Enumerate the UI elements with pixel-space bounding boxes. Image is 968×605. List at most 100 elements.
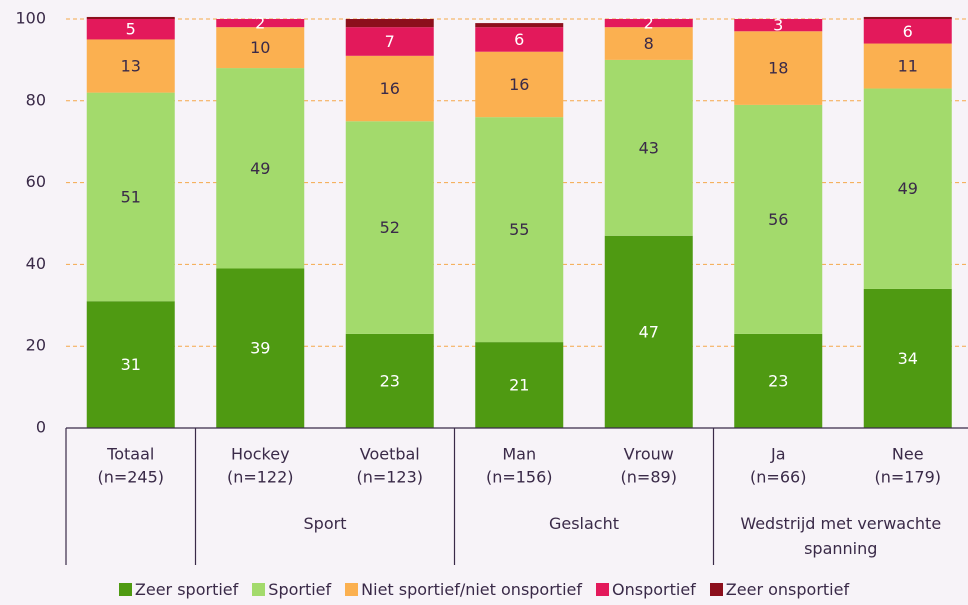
- bar-segment: [863, 43, 952, 89]
- x-tick-count: (n=245): [97, 468, 164, 487]
- bar-segment: [475, 27, 564, 52]
- x-tick-count: (n=123): [356, 468, 423, 487]
- bar-segment: [604, 27, 693, 60]
- data-label: 31: [121, 355, 141, 374]
- data-label: 43: [639, 138, 659, 157]
- data-label: 6: [903, 22, 913, 41]
- bar-segment: [345, 27, 434, 56]
- data-label: 52: [380, 218, 400, 237]
- legend-item: Sportief: [252, 580, 331, 599]
- x-tick-label: Hockey: [231, 445, 290, 464]
- data-label: 2: [644, 14, 654, 33]
- data-label: 5: [126, 20, 136, 39]
- x-tick-count: (n=122): [227, 468, 294, 487]
- data-label: 23: [768, 371, 788, 390]
- data-label: 51: [121, 187, 141, 206]
- data-label: 56: [768, 210, 788, 229]
- bar-segment: [86, 301, 175, 428]
- y-tick-label: 40: [26, 254, 46, 273]
- bar-segment: [345, 55, 434, 122]
- data-label: 49: [250, 159, 270, 178]
- data-label: 18: [768, 59, 788, 78]
- bar-segment: [863, 288, 952, 428]
- y-tick-label: 80: [26, 90, 46, 109]
- y-tick-label: 60: [26, 172, 46, 191]
- legend-label: Onsportief: [612, 580, 696, 599]
- legend-swatch: [118, 583, 132, 596]
- bar-segment: [216, 27, 305, 69]
- legend: Zeer sportief Sportief Niet sportief/niet …: [0, 580, 968, 599]
- bar-segment: [475, 117, 564, 343]
- x-tick-count: (n=156): [486, 468, 553, 487]
- bar-segment: [86, 92, 175, 302]
- data-label: 21: [509, 376, 529, 395]
- data-label: 16: [509, 75, 529, 94]
- bar-segment: [734, 31, 823, 105]
- legend-item: Niet sportief/niet onsportief: [345, 580, 582, 599]
- legend-label: Sportief: [268, 580, 332, 599]
- data-label: 13: [121, 57, 141, 76]
- x-tick-label: Vrouw: [624, 445, 674, 464]
- legend-swatch: [252, 583, 266, 596]
- bar-segment: [475, 51, 564, 118]
- x-tick-label: Ja: [770, 445, 786, 464]
- x-tick-count: (n=66): [750, 468, 806, 487]
- data-label: 3: [773, 16, 783, 35]
- bar-segment: [86, 19, 175, 40]
- y-tick-label: 0: [36, 418, 46, 437]
- bar-segment: [216, 19, 305, 28]
- x-tick-count: (n=179): [874, 468, 941, 487]
- bar-segment: [734, 104, 823, 334]
- legend-item: Zeer onsportief: [709, 580, 850, 599]
- y-tick-label: 100: [15, 9, 46, 28]
- data-label: 34: [898, 349, 918, 368]
- data-label: 6: [514, 30, 524, 49]
- bar-segment: [86, 16, 175, 19]
- group-label: Geslacht: [548, 514, 620, 533]
- data-label: 49: [898, 179, 918, 198]
- bar-segment: [345, 19, 434, 28]
- y-tick-label: 20: [26, 336, 46, 355]
- bar-segment: [345, 333, 434, 428]
- data-label: 10: [250, 38, 270, 57]
- legend-swatch: [596, 583, 609, 596]
- x-tick-count: (n=89): [621, 468, 677, 487]
- data-label: 55: [509, 220, 529, 239]
- x-tick-label: Man: [502, 445, 536, 464]
- bar-segment: [734, 333, 823, 428]
- data-label: 8: [644, 34, 654, 53]
- group-label: Wedstrijd met verwachte spanning: [740, 514, 942, 558]
- bar-segment: [863, 19, 952, 44]
- data-label: 2: [255, 14, 265, 33]
- bar-segment: [604, 19, 693, 28]
- x-tick-label: Totaal: [106, 445, 154, 464]
- data-label: 11: [898, 57, 918, 76]
- legend-label: Zeer sportief: [134, 580, 239, 599]
- legend-item: Zeer sportief: [118, 580, 239, 599]
- data-label: 16: [380, 79, 400, 98]
- bar-segment: [604, 59, 693, 236]
- bar-segment: [863, 88, 952, 289]
- bar-segment: [604, 235, 693, 428]
- bar-segment: [475, 23, 564, 28]
- legend-label: Niet sportief/niet onsportief: [361, 580, 582, 599]
- legend-swatch: [345, 583, 359, 596]
- x-tick-label: Voetbal: [360, 445, 420, 464]
- bar-segment: [345, 121, 434, 334]
- data-label: 7: [385, 32, 395, 51]
- x-tick-label: Nee: [892, 445, 924, 464]
- data-label: 23: [380, 371, 400, 390]
- group-label: Sport: [303, 514, 347, 533]
- bar-segment: [216, 268, 305, 428]
- legend-label: Zeer onsportief: [725, 580, 850, 599]
- bar-segment: [475, 342, 564, 428]
- bar-segment: [734, 19, 823, 32]
- legend-item: Onsportief: [596, 580, 696, 599]
- bar-segment: [86, 39, 175, 93]
- data-label: 47: [639, 322, 659, 341]
- legend-swatch: [709, 583, 723, 596]
- bar-segment: [216, 68, 305, 269]
- bar-segment: [863, 16, 952, 19]
